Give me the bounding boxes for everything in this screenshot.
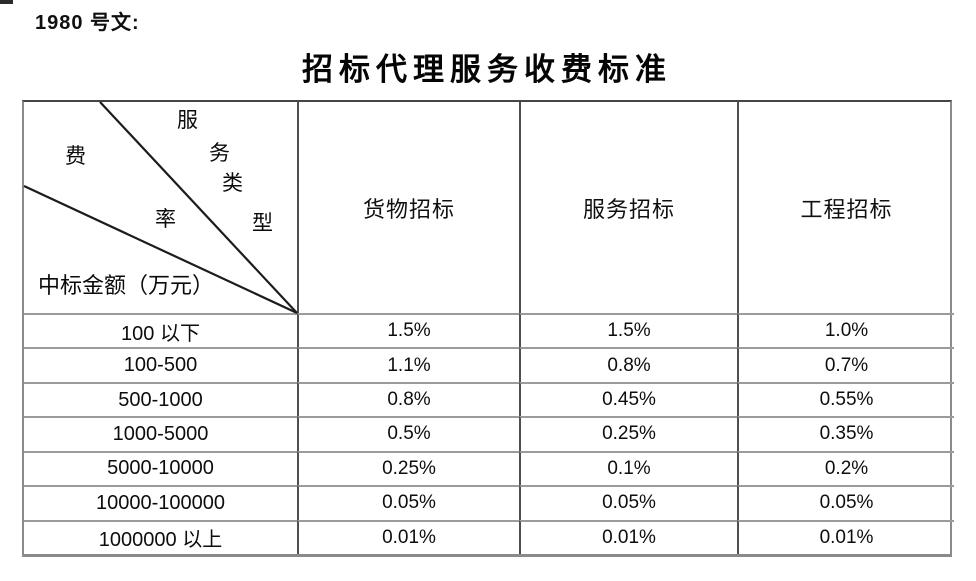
table-cell: 0.1%: [519, 450, 737, 486]
table-cell: 1.0%: [737, 313, 954, 348]
row-label: 100-500: [24, 347, 297, 381]
fee-table: 服 务 类 型 费 率 中标金额（万元） 货物招标 服务招标 工程招标 100 …: [22, 100, 954, 557]
table-cell: 1.5%: [297, 313, 519, 348]
table-cell: 0.01%: [519, 519, 737, 554]
corner-row-axis-label: 中标金额（万元）: [38, 273, 215, 298]
corner-service-type-char: 类: [222, 171, 243, 195]
table-cell: 0.25%: [297, 450, 519, 486]
doc-ref-label: 1980 号文:: [35, 12, 140, 34]
row-label: 10000-100000: [24, 485, 297, 519]
table-cell: 0.35%: [737, 416, 954, 451]
diagonal-split-lines-icon: [23, 101, 298, 314]
table-cell: 0.05%: [519, 485, 737, 520]
row-label: 5000-10000: [24, 450, 297, 485]
table-cell: 0.5%: [297, 416, 519, 451]
row-label: 1000000 以上: [24, 519, 297, 554]
table-cell: 0.25%: [519, 416, 737, 451]
page-title: 招标代理服务收费标准: [302, 52, 672, 87]
row-label: 100 以下: [24, 313, 297, 347]
table-cell: 1.1%: [297, 347, 519, 382]
column-header-goods-bidding: 货物招标: [297, 102, 519, 313]
row-label: 1000-5000: [24, 416, 297, 450]
corner-fee-rate-char: 率: [155, 207, 176, 231]
table-cell: 0.2%: [737, 450, 954, 486]
table-cell: 0.7%: [737, 347, 954, 382]
table-cell: 0.8%: [519, 347, 737, 382]
table-cell: 0.05%: [737, 485, 954, 520]
table-cell: 0.05%: [297, 485, 519, 520]
corner-fee-rate-char: 费: [65, 144, 86, 168]
column-header-engineering-bidding: 工程招标: [737, 102, 954, 313]
corner-service-type-char: 务: [209, 141, 230, 165]
corner-service-type-char: 服: [177, 108, 198, 132]
table-cell: 0.01%: [737, 519, 954, 554]
table-cell: 0.55%: [737, 381, 954, 417]
corner-service-type-char: 型: [252, 211, 273, 235]
table-cell: 1.5%: [519, 313, 737, 348]
table-cell: 0.45%: [519, 381, 737, 417]
table-corner-cell: 服 务 类 型 费 率 中标金额（万元）: [23, 101, 298, 314]
table-cell: 0.01%: [297, 519, 519, 554]
column-header-service-bidding: 服务招标: [519, 102, 737, 313]
row-label: 500-1000: [24, 381, 297, 416]
scan-artifact: [0, 0, 13, 4]
table-cell: 0.8%: [297, 381, 519, 417]
